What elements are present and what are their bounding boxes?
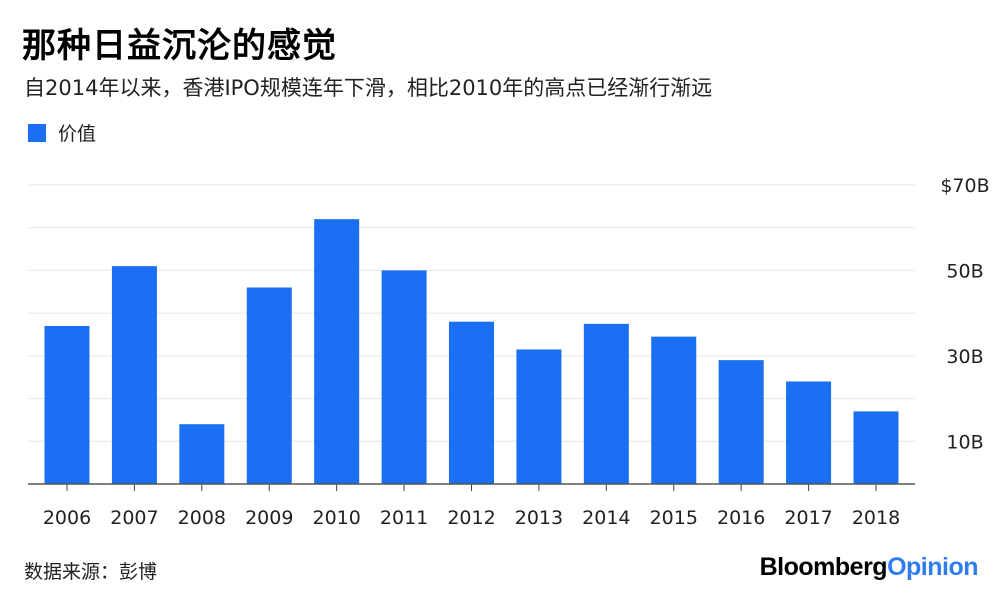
bar-2009	[246, 287, 292, 484]
axes: 10B 30B 50B $70B 2006 2007 2008 2009 2010 2011 201…	[28, 175, 990, 529]
bar-2006	[44, 325, 90, 484]
bar-2011	[381, 270, 427, 484]
y-tick-label: 10B	[946, 431, 983, 453]
bar-2012	[449, 321, 494, 484]
x-tick-label: 2006	[43, 507, 91, 529]
y-tick-label: 50B	[946, 260, 983, 282]
x-tick-label: 2007	[110, 507, 158, 529]
bar-2015	[651, 336, 697, 484]
legend: 价值	[28, 119, 96, 146]
bar-2016	[718, 360, 764, 484]
x-tick-label: 2009	[245, 507, 293, 529]
x-tick-label: 2013	[515, 507, 563, 529]
bar-2017	[786, 381, 832, 484]
bar-2014	[583, 323, 629, 484]
bar-2018	[853, 411, 899, 484]
x-tick-label: 2011	[380, 507, 428, 529]
x-tick-label: 2010	[312, 507, 360, 529]
bar-2007	[111, 266, 157, 484]
x-tick-label: 2015	[650, 507, 698, 529]
y-tick-label: $70B	[940, 175, 989, 197]
brand-logo: Bloomberg Opinion	[759, 553, 979, 582]
x-tick-label: 2012	[447, 507, 495, 529]
bar-2010	[314, 219, 360, 484]
x-tick-label: 2014	[582, 507, 630, 529]
legend-label: 价值	[58, 123, 97, 145]
x-tick-label: 2018	[852, 507, 900, 529]
chart-title: 那种日益沉沦的感觉	[22, 26, 337, 66]
bars	[44, 219, 899, 484]
bar-2013	[516, 349, 562, 484]
brand-secondary: Opinion	[887, 553, 978, 581]
bar-2008	[179, 424, 225, 484]
source-note: 数据来源：彭博	[24, 561, 158, 583]
x-tick-label: 2016	[717, 507, 765, 529]
x-tick-label: 2008	[178, 507, 226, 529]
chart-subtitle: 自2014年以来，香港IPO规模连年下滑，相比2010年的高点已经渐行渐远	[24, 76, 713, 100]
x-tick-label: 2017	[784, 507, 832, 529]
legend-swatch	[28, 123, 46, 142]
brand-primary: Bloomberg	[759, 553, 888, 581]
y-tick-label: 30B	[946, 346, 983, 368]
